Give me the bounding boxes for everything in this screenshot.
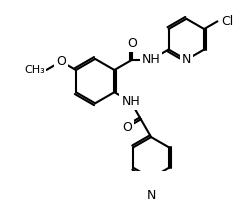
Text: N: N: [182, 53, 191, 66]
Text: O: O: [122, 121, 132, 134]
Text: O: O: [56, 55, 66, 68]
Text: Cl: Cl: [221, 15, 233, 28]
Text: CH₃: CH₃: [24, 65, 45, 75]
Text: O: O: [127, 37, 137, 50]
Text: NH: NH: [142, 53, 160, 66]
Text: N: N: [146, 189, 156, 200]
Text: NH: NH: [121, 95, 140, 108]
